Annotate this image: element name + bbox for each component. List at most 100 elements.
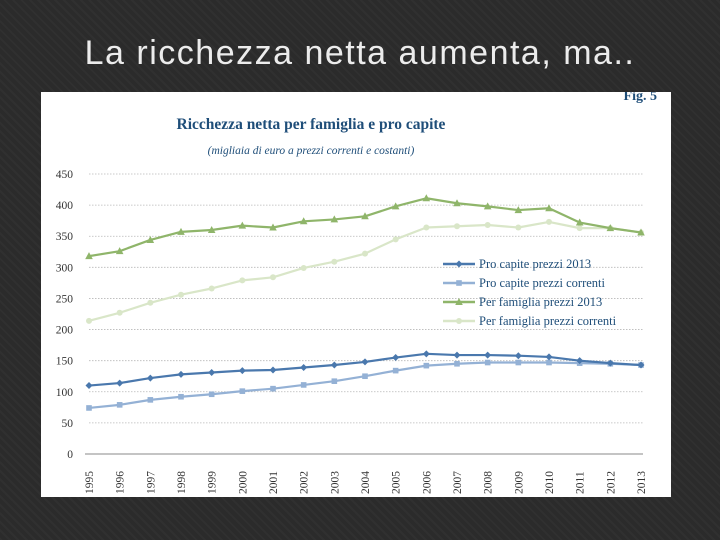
legend-marker-per-famiglia-prezzi-2013 (455, 298, 463, 305)
data-point-pro-capite-prezzi-2013 (606, 359, 614, 367)
data-point-pro-capite-prezzi-2013 (177, 370, 185, 378)
x-tick-label: 2005 (391, 471, 403, 494)
series-line-per-famiglia-prezzi-2013 (88, 197, 642, 258)
data-point-per-famiglia-prezzi-correnti (546, 218, 552, 225)
data-point-per-famiglia-prezzi-2013 (637, 228, 645, 236)
data-point-pro-capite-prezzi-correnti (208, 391, 215, 398)
x-tick-label: 2011 (575, 471, 587, 494)
data-point-pro-capite-prezzi-correnti (116, 402, 123, 408)
chart-title: Ricchezza netta per famiglia e pro capit… (177, 116, 446, 133)
x-tick-label: 2007 (452, 471, 464, 494)
legend-marker-per-famiglia-prezzi-correnti (456, 318, 462, 324)
data-point-pro-capite-prezzi-2013 (116, 379, 124, 387)
data-point-pro-capite-prezzi-correnti (484, 359, 491, 366)
x-tick-label: 2006 (421, 471, 433, 494)
x-tick-label: 2008 (483, 471, 495, 494)
x-tick-label: 1997 (145, 471, 157, 494)
data-point-per-famiglia-prezzi-2013 (453, 199, 461, 207)
data-point-per-famiglia-prezzi-2013 (422, 194, 431, 202)
data-point-pro-capite-prezzi-2013 (146, 374, 154, 382)
data-point-per-famiglia-prezzi-correnti (454, 223, 460, 230)
x-tick-label: 1996 (115, 471, 127, 494)
data-point-pro-capite-prezzi-2013 (269, 366, 277, 374)
data-point-pro-capite-prezzi-2013 (453, 351, 461, 359)
data-point-per-famiglia-prezzi-correnti (576, 225, 583, 232)
data-point-per-famiglia-prezzi-2013 (606, 224, 615, 232)
data-point-per-famiglia-prezzi-correnti (362, 250, 368, 257)
data-point-pro-capite-prezzi-2013 (514, 352, 522, 360)
data-point-pro-capite-prezzi-correnti (392, 367, 399, 374)
legend-marker-pro-capite-prezzi-2013 (455, 260, 463, 268)
data-point-per-famiglia-prezzi-2013 (238, 221, 247, 229)
y-tick-label: 150 (56, 356, 74, 368)
data-point-pro-capite-prezzi-2013 (300, 364, 308, 372)
data-point-pro-capite-prezzi-2013 (576, 357, 584, 365)
line-chart: Fig. 5 Ricchezza netta per famiglia e pro… (56, 92, 657, 494)
data-point-per-famiglia-prezzi-correnti (178, 291, 184, 298)
data-point-pro-capite-prezzi-2013 (484, 351, 492, 359)
data-point-pro-capite-prezzi-correnti (362, 373, 368, 380)
data-point-per-famiglia-prezzi-correnti (423, 224, 430, 231)
data-point-pro-capite-prezzi-correnti (331, 378, 338, 384)
legend-marker-pro-capite-prezzi-correnti (456, 280, 462, 286)
x-tick-label: 2013 (636, 471, 648, 494)
data-point-per-famiglia-prezzi-2013 (483, 202, 492, 210)
y-tick-label: 400 (56, 200, 74, 212)
y-tick-label: 0 (67, 449, 73, 461)
data-point-per-famiglia-prezzi-2013 (575, 218, 584, 226)
data-point-pro-capite-prezzi-correnti (270, 385, 276, 392)
x-tick-label: 2002 (299, 471, 311, 494)
x-tick-label: 2000 (237, 471, 249, 494)
legend-label-per-famiglia-prezzi-correnti: Per famiglia prezzi correnti (479, 314, 617, 328)
data-point-per-famiglia-prezzi-2013 (361, 212, 369, 220)
y-tick-label: 300 (56, 262, 74, 274)
data-point-per-famiglia-prezzi-correnti (392, 236, 399, 243)
data-point-per-famiglia-prezzi-correnti (116, 309, 123, 316)
x-tick-label: 2004 (360, 471, 372, 494)
data-point-per-famiglia-prezzi-2013 (146, 235, 155, 243)
data-point-pro-capite-prezzi-correnti (423, 362, 430, 369)
data-point-pro-capite-prezzi-2013 (238, 367, 246, 375)
data-point-pro-capite-prezzi-2013 (85, 382, 93, 390)
data-point-per-famiglia-prezzi-2013 (115, 247, 124, 255)
data-point-pro-capite-prezzi-correnti (86, 405, 92, 411)
data-point-per-famiglia-prezzi-2013 (545, 204, 553, 212)
y-tick-label: 100 (56, 387, 74, 399)
legend-label-per-famiglia-prezzi-2013: Per famiglia prezzi 2013 (479, 295, 602, 309)
legend-label-pro-capite-prezzi-correnti: Pro capite prezzi correnti (479, 276, 606, 290)
figure-label: Fig. 5 (624, 92, 657, 104)
data-point-per-famiglia-prezzi-correnti (331, 258, 338, 265)
data-point-pro-capite-prezzi-2013 (208, 368, 216, 376)
data-point-pro-capite-prezzi-2013 (637, 361, 645, 369)
data-point-per-famiglia-prezzi-2013 (391, 202, 400, 210)
chart-subtitle: (migliaia di euro a prezzi correnti e co… (208, 145, 415, 157)
x-tick-label: 2010 (544, 471, 556, 494)
data-point-pro-capite-prezzi-correnti (147, 397, 154, 403)
data-point-per-famiglia-prezzi-2013 (514, 206, 523, 214)
data-point-per-famiglia-prezzi-2013 (330, 215, 339, 223)
data-point-pro-capite-prezzi-2013 (545, 353, 553, 361)
data-point-per-famiglia-prezzi-2013 (299, 217, 308, 225)
data-point-pro-capite-prezzi-correnti (300, 382, 307, 388)
x-tick-label: 1995 (84, 471, 96, 494)
x-tick-label: 2003 (329, 471, 341, 494)
data-point-pro-capite-prezzi-correnti (178, 393, 184, 400)
chart-figure: Fig. 5 Ricchezza netta per famiglia e pro… (41, 92, 671, 497)
data-point-per-famiglia-prezzi-correnti (270, 274, 276, 281)
series-line-pro-capite-prezzi-correnti (88, 361, 642, 410)
data-point-pro-capite-prezzi-correnti (239, 388, 246, 394)
data-point-pro-capite-prezzi-2013 (361, 358, 369, 366)
y-tick-label: 450 (56, 169, 74, 181)
x-tick-label: 2001 (268, 471, 280, 494)
slide-title: La ricchezza netta aumenta, ma.. (84, 34, 636, 72)
data-point-per-famiglia-prezzi-correnti (300, 264, 307, 271)
data-point-pro-capite-prezzi-2013 (330, 361, 338, 369)
x-tick-label: 2009 (513, 471, 525, 494)
data-point-per-famiglia-prezzi-2013 (85, 252, 93, 260)
legend-label-pro-capite-prezzi-2013: Pro capite prezzi 2013 (479, 257, 591, 271)
x-tick-label: 2012 (605, 471, 617, 494)
data-point-per-famiglia-prezzi-correnti (208, 285, 215, 292)
data-point-per-famiglia-prezzi-correnti (484, 222, 491, 229)
data-point-pro-capite-prezzi-correnti (515, 359, 522, 366)
data-point-pro-capite-prezzi-2013 (422, 350, 430, 358)
